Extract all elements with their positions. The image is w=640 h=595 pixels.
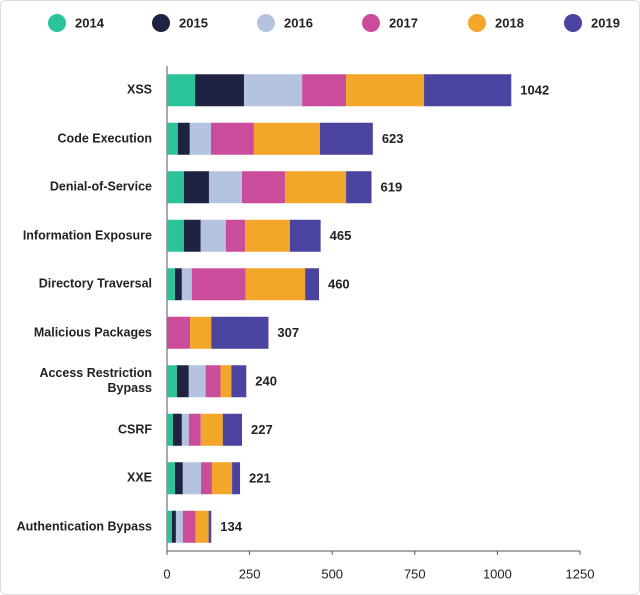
bar-segment xyxy=(167,171,184,204)
bar-segment xyxy=(167,413,173,446)
bar-segment xyxy=(305,268,319,301)
total-label: 307 xyxy=(277,325,299,340)
category-label: Directory Traversal xyxy=(38,276,152,291)
bar-segment xyxy=(200,413,223,446)
bar-segment xyxy=(181,268,192,301)
bar-segment xyxy=(167,74,196,107)
bar-segment xyxy=(195,510,209,543)
bar-segment xyxy=(183,171,209,204)
bar-segment xyxy=(167,462,175,495)
bar-segment xyxy=(346,74,425,107)
bar-segment xyxy=(284,171,347,204)
bar-segment xyxy=(171,510,176,543)
category-label: Access Restriction Bypass xyxy=(39,366,152,396)
legend-swatch xyxy=(48,14,66,32)
bar-segment xyxy=(200,219,226,252)
bar-segment xyxy=(172,413,182,446)
bar-segment xyxy=(346,171,372,204)
bar-segment xyxy=(245,268,306,301)
category-label: Code Execution xyxy=(57,131,152,146)
legend-swatch xyxy=(362,14,380,32)
bar-segment xyxy=(232,462,241,495)
bar-segment xyxy=(182,462,202,495)
bar-segment xyxy=(183,219,201,252)
total-label: 1042 xyxy=(520,83,549,98)
bar-segment xyxy=(225,219,245,252)
bar-segment xyxy=(167,316,191,349)
total-label: 227 xyxy=(251,422,273,437)
category-label: Authentication Bypass xyxy=(16,519,152,534)
x-tick-label: 500 xyxy=(321,566,343,581)
bar-segment xyxy=(201,462,212,495)
bar-segment xyxy=(167,219,184,252)
bar-segment xyxy=(181,413,189,446)
category-label: XXE xyxy=(126,470,152,485)
bar-segment xyxy=(210,122,254,155)
bar-segment xyxy=(253,122,320,155)
legend-label: 2015 xyxy=(179,15,208,30)
bar-segment xyxy=(220,365,232,398)
bar-segment xyxy=(319,122,373,155)
bar-segment xyxy=(191,268,246,301)
x-tick-label: 1250 xyxy=(566,566,595,581)
legend-label: 2014 xyxy=(75,15,105,30)
bar-segment xyxy=(208,171,243,204)
category-label: XSS xyxy=(126,82,152,97)
bar-segment xyxy=(167,510,172,543)
total-label: 623 xyxy=(382,131,404,146)
bar-segment xyxy=(242,171,285,204)
category-label: Malicious Packages xyxy=(33,325,152,340)
legend-swatch xyxy=(257,14,275,32)
bar-segment xyxy=(188,365,206,398)
bar-segment xyxy=(211,462,233,495)
legend-swatch xyxy=(152,14,170,32)
legend-label: 2016 xyxy=(284,15,313,30)
legend-swatch xyxy=(468,14,486,32)
x-tick-label: 250 xyxy=(239,566,261,581)
bar-segment xyxy=(205,365,221,398)
category-label: Information Exposure xyxy=(22,228,152,243)
total-label: 460 xyxy=(328,277,350,292)
bar-segment xyxy=(222,413,243,446)
bar-segment xyxy=(167,122,178,155)
bar-segment xyxy=(176,365,189,398)
bar-segment xyxy=(174,462,183,495)
bar-segment xyxy=(211,316,269,349)
bar-segment xyxy=(175,510,183,543)
total-label: 221 xyxy=(249,471,271,486)
x-tick-label: 1000 xyxy=(483,566,512,581)
bar-segment xyxy=(289,219,321,252)
bar-segment xyxy=(174,268,182,301)
bar-segment xyxy=(190,316,212,349)
total-label: 240 xyxy=(255,374,277,389)
total-label: 134 xyxy=(220,519,242,534)
total-label: 465 xyxy=(330,228,352,243)
x-tick-label: 0 xyxy=(163,566,170,581)
bar-segment xyxy=(177,122,190,155)
legend-swatch xyxy=(564,14,582,32)
total-label: 619 xyxy=(381,180,403,195)
bar-segment xyxy=(182,510,196,543)
bar-segment xyxy=(167,268,175,301)
bar-segment xyxy=(231,365,247,398)
legend-label: 2017 xyxy=(389,15,418,30)
legend-label: 2019 xyxy=(591,15,620,30)
legend-label: 2018 xyxy=(495,15,524,30)
x-tick-label: 750 xyxy=(404,566,426,581)
bar-segment xyxy=(195,74,244,107)
bar-segment xyxy=(243,74,303,107)
bar-segment xyxy=(244,219,290,252)
bar-segment xyxy=(188,413,201,446)
bar-segment xyxy=(424,74,512,107)
bar-segment xyxy=(208,510,212,543)
bar-segment xyxy=(189,122,211,155)
bar-segment xyxy=(302,74,347,107)
bar-segment xyxy=(167,365,177,398)
category-label: Denial-of-Service xyxy=(49,179,152,194)
category-label: CSRF xyxy=(117,422,152,437)
